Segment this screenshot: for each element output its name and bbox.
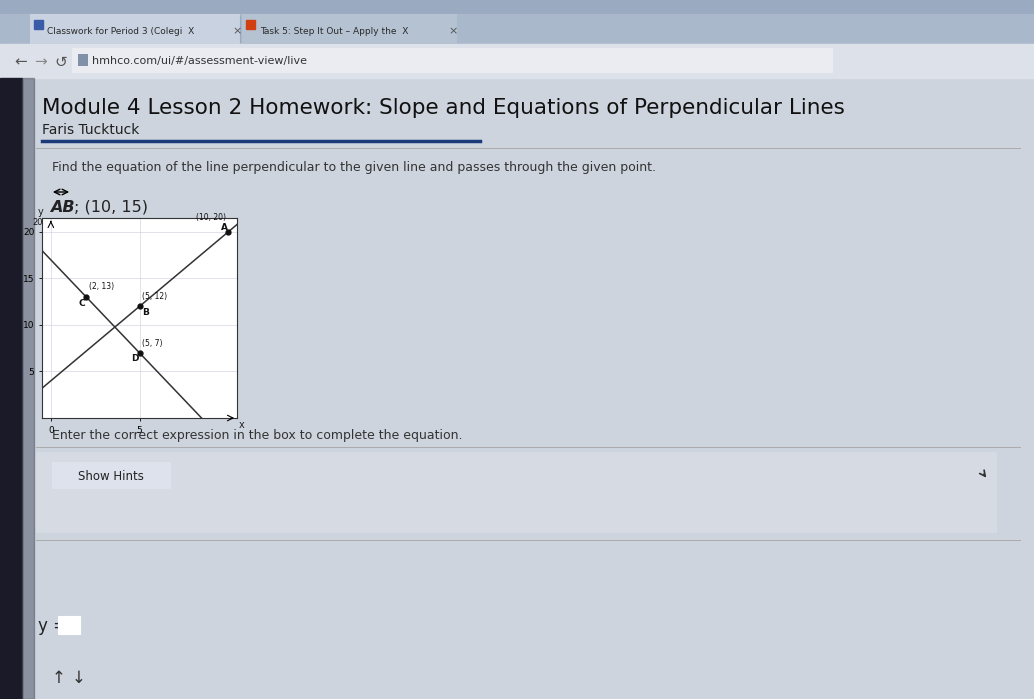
Bar (0, 44, 1034, 78)
Bar (246, 20, 255, 29)
Text: Classwork for Period 3 (Colegi  X: Classwork for Period 3 (Colegi X (47, 27, 194, 36)
Text: (10, 20): (10, 20) (196, 212, 226, 222)
Text: (5, 7): (5, 7) (142, 339, 162, 348)
Text: (2, 13): (2, 13) (89, 282, 114, 291)
Text: Enter the correct expression in the box to complete the equation.: Enter the correct expression in the box … (52, 429, 462, 442)
Text: ×: × (448, 26, 457, 36)
Text: 20: 20 (32, 217, 42, 226)
Text: ↺: ↺ (54, 55, 67, 69)
Text: ×: × (232, 26, 241, 36)
Text: hmhco.com/ui/#/assessment-view/live: hmhco.com/ui/#/assessment-view/live (92, 56, 307, 66)
Text: Module 4 Lesson 2 Homework: Slope and Equations of Perpendicular Lines: Module 4 Lesson 2 Homework: Slope and Eq… (42, 98, 845, 118)
Bar (36, 452, 996, 532)
Text: y: y (37, 207, 43, 217)
Bar (58, 616, 80, 634)
Bar (22, 78, 34, 699)
Bar (0, 0, 1034, 14)
Text: →: → (34, 55, 47, 69)
Text: ←: ← (14, 55, 27, 69)
Text: D: D (131, 354, 139, 363)
Bar (30, 14, 240, 44)
Text: Show Hints: Show Hints (78, 470, 144, 482)
Text: (5, 12): (5, 12) (142, 291, 168, 301)
Text: C: C (79, 299, 85, 308)
Bar (52, 462, 170, 488)
Text: Find the equation of the line perpendicular to the given line and passes through: Find the equation of the line perpendicu… (52, 161, 656, 175)
Bar (0, 14, 1034, 44)
Bar (0, 78, 1034, 699)
Text: AB: AB (50, 199, 74, 215)
Text: ↑: ↑ (52, 669, 66, 687)
Text: y =: y = (38, 617, 67, 635)
Text: B: B (142, 308, 149, 317)
Text: Faris Tucktuck: Faris Tucktuck (42, 123, 140, 137)
Bar (0, 78, 22, 699)
Bar (242, 14, 457, 44)
Text: ↓: ↓ (72, 669, 86, 687)
Bar (78, 54, 88, 66)
Text: x: x (239, 420, 244, 431)
Bar (72, 48, 832, 72)
Text: A: A (221, 223, 229, 232)
Bar (34, 20, 43, 29)
Text: Task 5: Step It Out – Apply the  X: Task 5: Step It Out – Apply the X (260, 27, 408, 36)
Text: ; (10, 15): ; (10, 15) (74, 199, 148, 215)
